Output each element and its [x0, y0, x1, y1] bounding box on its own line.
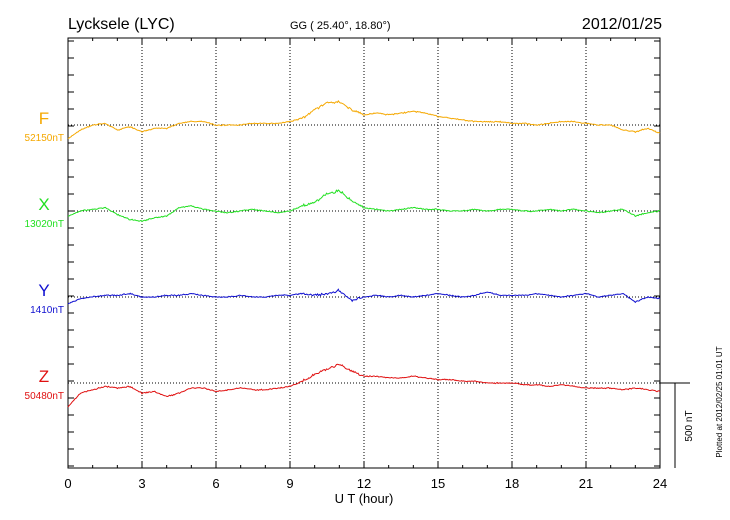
series-line-y: [67, 288, 661, 305]
scale-bar: 500 nT: [660, 382, 695, 468]
x-tick-label: 12: [357, 476, 371, 491]
x-tick-label: 18: [505, 476, 519, 491]
x-tick-label: 0: [64, 476, 71, 491]
x-tick-label: 3: [138, 476, 145, 491]
series-name-y: Y: [38, 281, 49, 300]
x-tick-labels: 0 3 6 9 12 15 18 21 24: [64, 476, 667, 491]
plot-date: 2012/01/25: [582, 16, 662, 33]
series-baseline-label-x: 13020nT: [25, 219, 64, 230]
plotted-timestamp: Plotted at 2012/02/25 01:01 UT: [715, 346, 724, 457]
series-baseline-label-y: 1410nT: [30, 305, 64, 316]
series-line-f: [67, 100, 661, 140]
series-baseline-label-z: 50480nT: [25, 391, 64, 402]
series-name-z: Z: [39, 367, 49, 386]
scale-bar-label: 500 nT: [684, 410, 695, 441]
series-lines: [67, 100, 661, 408]
x-tick-label: 15: [431, 476, 445, 491]
x-tick-label: 24: [653, 476, 667, 491]
grid-lines: [68, 38, 660, 468]
series-labels: F 52150nT X 13020nT Y 1410nT Z 50480nT: [25, 109, 64, 402]
series-line-z: [67, 363, 661, 408]
x-tick-label: 21: [579, 476, 593, 491]
series-line-x: [67, 189, 661, 223]
series-name-f: F: [39, 109, 49, 128]
plot-frame: [67, 37, 661, 469]
station-coordinates: GG ( 25.40°, 18.80°): [290, 20, 391, 32]
axis-ticks: [67, 38, 661, 468]
x-tick-label: 9: [286, 476, 293, 491]
series-baseline-label-f: 52150nT: [25, 133, 64, 144]
x-axis-label: U T (hour): [335, 491, 394, 506]
station-title: Lycksele (LYC): [68, 16, 175, 33]
x-tick-label: 6: [212, 476, 219, 491]
series-name-x: X: [38, 195, 49, 214]
